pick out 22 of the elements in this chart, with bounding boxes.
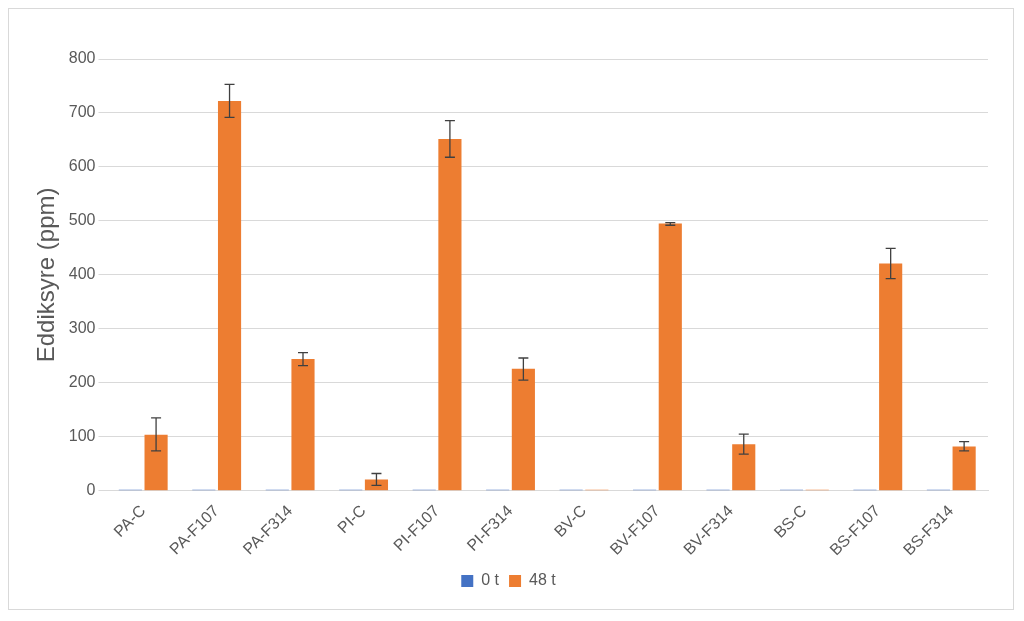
y-tick-label: 700 bbox=[68, 103, 96, 121]
bar bbox=[732, 444, 756, 491]
bar bbox=[217, 101, 242, 491]
bar bbox=[291, 359, 315, 491]
bar bbox=[144, 434, 168, 491]
bar bbox=[952, 446, 976, 491]
y-tick-label: 100 bbox=[68, 427, 96, 445]
bar bbox=[658, 223, 682, 491]
bar bbox=[364, 479, 389, 491]
y-tick-label: 200 bbox=[68, 373, 96, 391]
y-axis-title: Eddiksyre (ppm) bbox=[32, 187, 60, 363]
legend-label: 48 t bbox=[529, 571, 557, 589]
y-tick-label: 300 bbox=[68, 319, 96, 337]
legend-label: 0 t bbox=[481, 571, 500, 589]
y-tick-label: 500 bbox=[68, 211, 96, 229]
bar bbox=[879, 263, 903, 491]
y-tick-label: 600 bbox=[68, 157, 96, 175]
y-tick-label: 0 bbox=[86, 481, 96, 499]
y-tick-label: 800 bbox=[68, 49, 96, 67]
bar bbox=[438, 138, 462, 491]
bar bbox=[511, 368, 535, 491]
y-tick-label: 400 bbox=[68, 265, 96, 283]
